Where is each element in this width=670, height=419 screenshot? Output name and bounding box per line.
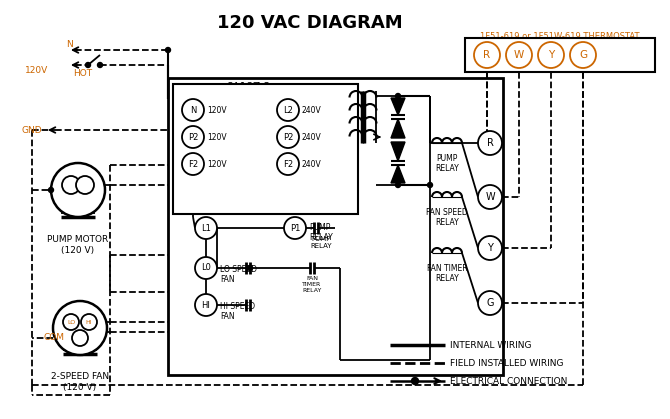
Text: ELECTRICAL CONNECTION: ELECTRICAL CONNECTION (450, 377, 567, 385)
Text: 2-SPEED FAN
(120 V): 2-SPEED FAN (120 V) (51, 372, 109, 392)
Bar (168, 78, 503, 375)
Circle shape (182, 153, 204, 175)
Text: L2: L2 (283, 106, 293, 114)
Text: P1: P1 (290, 223, 300, 233)
Circle shape (277, 153, 299, 175)
Circle shape (182, 99, 204, 121)
Text: PUMP MOTOR
(120 V): PUMP MOTOR (120 V) (48, 235, 109, 255)
Bar (173, 84, 358, 214)
Circle shape (277, 126, 299, 148)
Circle shape (411, 378, 419, 385)
Text: F2: F2 (283, 160, 293, 168)
Text: 240V: 240V (302, 160, 322, 168)
Text: P2: P2 (188, 132, 198, 142)
Circle shape (474, 42, 500, 68)
Circle shape (81, 314, 97, 330)
Circle shape (506, 42, 532, 68)
Text: F2: F2 (188, 160, 198, 168)
Text: PUMP
RELAY: PUMP RELAY (435, 154, 459, 173)
Text: COM: COM (44, 334, 65, 342)
Circle shape (427, 183, 433, 187)
Polygon shape (391, 142, 405, 161)
Text: HI SPEED
FAN: HI SPEED FAN (220, 302, 255, 321)
Text: 120 VAC DIAGRAM: 120 VAC DIAGRAM (217, 14, 403, 32)
Text: PUMP
RELAY: PUMP RELAY (310, 236, 332, 249)
Text: W: W (514, 50, 524, 60)
Text: FAN
TIMER
RELAY: FAN TIMER RELAY (302, 276, 322, 292)
Text: R: R (484, 50, 490, 60)
Text: GND: GND (22, 126, 43, 134)
Text: W: W (485, 192, 495, 202)
Circle shape (63, 314, 79, 330)
Circle shape (165, 47, 170, 52)
Text: Y: Y (487, 243, 493, 253)
Circle shape (284, 217, 306, 239)
Text: L1: L1 (201, 223, 211, 233)
Text: G: G (579, 50, 587, 60)
Circle shape (98, 62, 103, 67)
Text: 240V: 240V (302, 132, 322, 142)
Circle shape (62, 176, 80, 194)
Circle shape (395, 93, 401, 98)
Text: L0: L0 (201, 264, 211, 272)
Text: P2: P2 (283, 132, 293, 142)
Circle shape (538, 42, 564, 68)
Circle shape (195, 217, 217, 239)
Text: 8A18Z-2: 8A18Z-2 (226, 82, 270, 92)
Circle shape (182, 126, 204, 148)
Circle shape (478, 185, 502, 209)
Text: LO: LO (67, 320, 75, 324)
Circle shape (478, 291, 502, 315)
Text: HI: HI (86, 320, 92, 324)
Text: R: R (486, 138, 493, 148)
Circle shape (51, 163, 105, 217)
Text: 120V: 120V (25, 65, 48, 75)
Text: N: N (190, 106, 196, 114)
Bar (465, 38, 655, 72)
Circle shape (277, 99, 299, 121)
Text: PUMP
RELAY: PUMP RELAY (309, 223, 333, 243)
Polygon shape (391, 165, 405, 183)
Text: 240V: 240V (302, 106, 322, 114)
Text: 120V: 120V (207, 160, 226, 168)
Text: FAN SPEED
RELAY: FAN SPEED RELAY (426, 208, 468, 228)
Text: LO SPEED
FAN: LO SPEED FAN (220, 265, 257, 285)
Circle shape (478, 236, 502, 260)
Circle shape (395, 183, 401, 187)
Text: 1F51-619 or 1F51W-619 THERMOSTAT: 1F51-619 or 1F51W-619 THERMOSTAT (480, 32, 640, 41)
Circle shape (86, 62, 90, 67)
Text: 120V: 120V (207, 132, 226, 142)
Text: 120V: 120V (207, 106, 226, 114)
Text: G: G (486, 298, 494, 308)
Polygon shape (391, 98, 405, 115)
Text: HOT: HOT (73, 68, 92, 78)
Circle shape (195, 294, 217, 316)
Text: INTERNAL WIRING: INTERNAL WIRING (450, 341, 531, 349)
Polygon shape (391, 119, 405, 138)
Text: N: N (66, 39, 73, 49)
Circle shape (72, 330, 88, 346)
Circle shape (76, 176, 94, 194)
Circle shape (195, 257, 217, 279)
Circle shape (53, 301, 107, 355)
Text: Y: Y (548, 50, 554, 60)
Circle shape (48, 187, 54, 192)
Text: FAN TIMER
RELAY: FAN TIMER RELAY (427, 264, 467, 283)
Text: FIELD INSTALLED WIRING: FIELD INSTALLED WIRING (450, 359, 563, 367)
Circle shape (478, 131, 502, 155)
Circle shape (247, 266, 253, 271)
Circle shape (570, 42, 596, 68)
Text: HI: HI (202, 300, 210, 310)
